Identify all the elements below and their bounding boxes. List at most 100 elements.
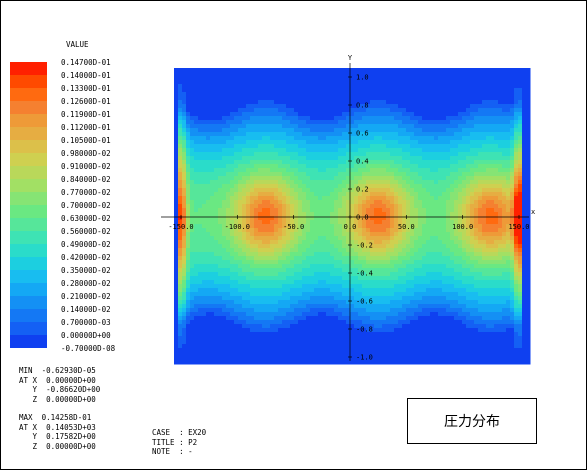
contour-cell: [198, 172, 203, 177]
contour-cell: [362, 88, 367, 93]
contour-cell: [458, 188, 463, 193]
contour-cell: [474, 252, 479, 257]
contour-cell: [326, 252, 331, 257]
contour-cell: [374, 140, 379, 145]
contour-cell: [446, 108, 451, 113]
contour-cell: [234, 164, 239, 169]
contour-cell: [194, 200, 199, 205]
contour-cell: [398, 136, 403, 141]
contour-cell: [422, 160, 427, 165]
contour-cell: [234, 144, 239, 149]
contour-cell: [250, 204, 255, 209]
contour-cell: [274, 256, 279, 261]
contour-cell: [222, 260, 227, 265]
contour-cell: [210, 200, 215, 205]
contour-cell: [174, 144, 179, 149]
contour-cell: [262, 152, 267, 157]
contour-cell: [330, 124, 335, 129]
contour-cell: [422, 96, 427, 101]
contour-cell: [254, 244, 259, 249]
contour-cell: [410, 72, 415, 77]
contour-cell: [434, 76, 439, 81]
contour-cell: [186, 172, 191, 177]
contour-cell: [326, 240, 331, 245]
contour-cell: [446, 144, 451, 149]
contour-cell: [442, 284, 447, 289]
contour-cell: [306, 148, 311, 153]
contour-cell: [478, 252, 483, 257]
contour-cell: [518, 220, 523, 225]
contour-cell: [518, 188, 523, 193]
contour-cell: [394, 284, 399, 289]
contour-cell: [198, 240, 203, 245]
contour-cell: [342, 124, 347, 129]
contour-cell: [302, 116, 307, 121]
contour-cell: [218, 264, 223, 269]
contour-cell: [438, 268, 443, 273]
contour-cell: [418, 180, 423, 185]
contour-cell: [350, 200, 355, 205]
contour-cell: [478, 76, 483, 81]
contour-cell: [490, 204, 495, 209]
contour-cell: [458, 216, 463, 221]
contour-cell: [458, 256, 463, 261]
contour-cell: [470, 104, 475, 109]
contour-cell: [242, 160, 247, 165]
contour-cell: [270, 224, 275, 229]
contour-cell: [510, 156, 515, 161]
contour-cell: [330, 116, 335, 121]
contour-cell: [314, 160, 319, 165]
contour-cell: [326, 180, 331, 185]
contour-cell: [366, 76, 371, 81]
contour-cell: [206, 236, 211, 241]
contour-cell: [442, 212, 447, 217]
contour-cell: [246, 184, 251, 189]
contour-cell: [206, 280, 211, 285]
contour-cell: [274, 196, 279, 201]
contour-cell: [438, 108, 443, 113]
legend-label: 0.14000D-01: [61, 71, 111, 80]
contour-cell: [442, 116, 447, 121]
contour-cell: [218, 284, 223, 289]
contour-cell: [342, 236, 347, 241]
contour-cell: [518, 264, 523, 269]
contour-cell: [322, 228, 327, 233]
contour-cell: [190, 92, 195, 97]
contour-cell: [502, 120, 507, 125]
contour-cell: [322, 112, 327, 117]
contour-cell: [506, 192, 511, 197]
contour-cell: [178, 284, 183, 289]
contour-cell: [510, 152, 515, 157]
contour-cell: [226, 228, 231, 233]
contour-cell: [390, 228, 395, 233]
contour-cell: [526, 84, 531, 89]
contour-cell: [314, 124, 319, 129]
contour-cell: [194, 140, 199, 145]
contour-cell: [214, 284, 219, 289]
contour-cell: [186, 280, 191, 285]
contour-cell: [198, 120, 203, 125]
contour-cell: [522, 252, 527, 257]
contour-cell: [370, 172, 375, 177]
contour-cell: [514, 208, 519, 213]
contour-cell: [186, 196, 191, 201]
contour-cell: [522, 120, 527, 125]
contour-cell: [238, 160, 243, 165]
contour-cell: [290, 236, 295, 241]
contour-cell: [410, 184, 415, 189]
contour-cell: [314, 104, 319, 109]
contour-cell: [214, 268, 219, 273]
contour-cell: [334, 244, 339, 249]
contour-cell: [438, 116, 443, 121]
contour-cell: [450, 228, 455, 233]
contour-cell: [310, 164, 315, 169]
contour-cell: [398, 156, 403, 161]
contour-cell: [346, 84, 351, 89]
contour-cell: [382, 180, 387, 185]
contour-cell: [266, 176, 271, 181]
contour-cell: [330, 144, 335, 149]
contour-cell: [230, 256, 235, 261]
contour-cell: [414, 112, 419, 117]
contour-cell: [190, 168, 195, 173]
contour-cell: [494, 220, 499, 225]
